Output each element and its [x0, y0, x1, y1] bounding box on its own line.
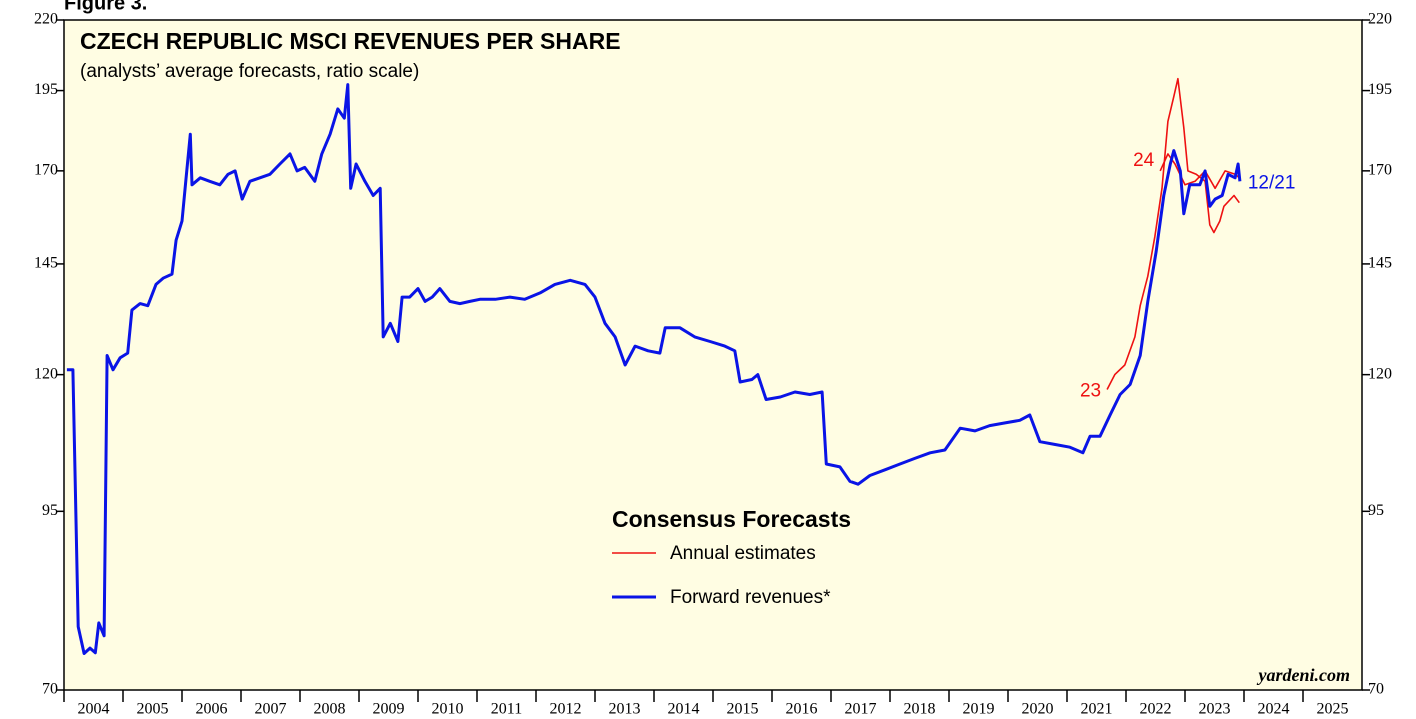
series-label: 23 [1080, 380, 1101, 401]
legend-label: Forward revenues* [670, 587, 831, 608]
y2-tick-label: 195 [1368, 81, 1392, 98]
y2-tick-label: 70 [1368, 681, 1384, 698]
figure-label: Figure 3. [64, 0, 147, 14]
line-series [66, 83, 1242, 655]
y-tick-label: 95 [42, 502, 58, 519]
x-tick-label: 2011 [491, 701, 522, 718]
y2-tick-label: 120 [1368, 365, 1392, 382]
y2-tick-label: 95 [1368, 502, 1384, 519]
y-tick-label: 195 [34, 81, 58, 98]
source: yardeni.com [1257, 665, 1351, 685]
legend-title: Consensus Forecasts [612, 506, 851, 532]
chart-title: CZECH REPUBLIC MSCI REVENUES PER SHARE [80, 28, 621, 54]
line-series [1106, 77, 1240, 390]
x-tick-label: 2016 [786, 701, 818, 718]
x-tick-label: 2014 [668, 701, 700, 718]
chart-subtitle: (analysts’ average forecasts, ratio scal… [80, 61, 419, 82]
y-tick-label: 145 [34, 255, 58, 272]
series-label: 12/21 [1248, 172, 1296, 193]
x-tick-label: 2017 [845, 701, 877, 718]
x-tick-label: 2008 [314, 701, 346, 718]
x-tick-label: 2025 [1317, 701, 1349, 718]
x-tick-label: 2024 [1258, 701, 1290, 718]
y-tick-label: 70 [42, 681, 58, 698]
x-tick-label: 2005 [137, 701, 169, 718]
legend-label: Annual estimates [670, 543, 816, 564]
x-tick-label: 2018 [904, 701, 936, 718]
x-tick-label: 2004 [78, 701, 110, 718]
x-tick-label: 2023 [1199, 701, 1231, 718]
y2-tick-label: 145 [1368, 255, 1392, 272]
x-tick-label: 2009 [373, 701, 405, 718]
y-tick-label: 220 [34, 11, 58, 28]
y-tick-label: 170 [34, 162, 58, 179]
x-tick-label: 2021 [1081, 701, 1113, 718]
y-tick-label: 120 [34, 365, 58, 382]
series-label: 24 [1133, 150, 1155, 171]
x-tick-label: 2010 [432, 701, 464, 718]
x-tick-label: 2019 [963, 701, 995, 718]
x-tick-label: 2022 [1140, 701, 1172, 718]
x-tick-label: 2015 [727, 701, 759, 718]
x-tick-label: 2012 [550, 701, 582, 718]
x-tick-label: 2006 [196, 701, 228, 718]
y2-tick-label: 170 [1368, 162, 1392, 179]
x-tick-label: 2007 [255, 701, 287, 718]
x-tick-label: 2013 [609, 701, 641, 718]
y2-tick-label: 220 [1368, 11, 1392, 28]
x-tick-label: 2020 [1022, 701, 1054, 718]
plot-area [63, 19, 1363, 691]
